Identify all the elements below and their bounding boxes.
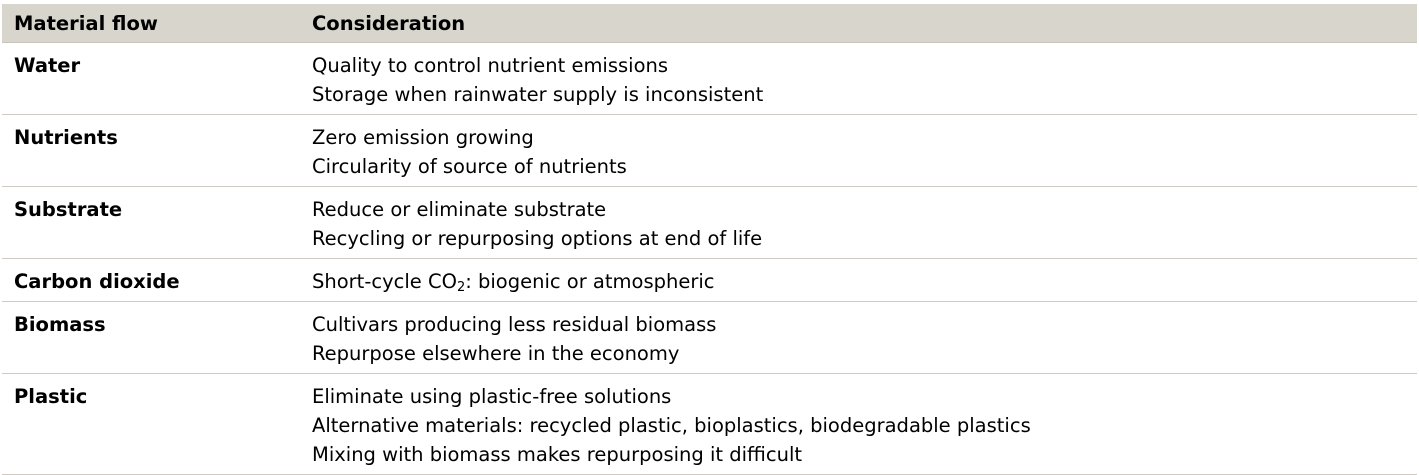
table-row-water: Water Quality to control nutrient emissi… [2, 43, 1417, 115]
consideration-line: Storage when rainwater supply is inconsi… [312, 83, 764, 106]
table-header: Material flow Consideration [2, 4, 1417, 43]
consideration-line: Eliminate using plastic-free solutions [312, 385, 672, 408]
consideration-cell: Zero emission growing Circularity of sou… [312, 123, 1417, 181]
material-flow-table: Material flow Consideration Water Qualit… [2, 4, 1417, 475]
consideration-line: Reduce or eliminate substrate [312, 198, 607, 221]
co2-prefix: Short-cycle CO [312, 270, 457, 293]
table-row-substrate: Substrate Reduce or eliminate substrate … [2, 187, 1417, 259]
header-consideration: Consideration [312, 11, 466, 35]
consideration-line: Alternative materials: recycled plastic,… [312, 414, 1031, 437]
consideration-line: Cultivars producing less residual biomas… [312, 313, 717, 336]
table-row-biomass: Biomass Cultivars producing less residua… [2, 302, 1417, 374]
co2-subscript: 2 [456, 280, 466, 295]
material-cell: Carbon dioxide [14, 270, 180, 293]
consideration-line: Mixing with biomass makes repurposing it… [312, 443, 803, 466]
table-row-carbon-dioxide: Carbon dioxide Short-cycle CO2: biogenic… [2, 259, 1417, 302]
consideration-line: Quality to control nutrient emissions [312, 54, 669, 77]
table-row-nutrients: Nutrients Zero emission growing Circular… [2, 115, 1417, 187]
consideration-cell: Cultivars producing less residual biomas… [312, 310, 1417, 368]
material-cell: Water [14, 54, 81, 77]
material-cell: Biomass [14, 313, 106, 336]
consideration-cell: Reduce or eliminate substrate Recycling … [312, 195, 1417, 253]
material-cell: Substrate [14, 198, 123, 221]
consideration-line: Recycling or repurposing options at end … [312, 227, 763, 250]
table-row-plastic: Plastic Eliminate using plastic-free sol… [2, 374, 1417, 475]
consideration-cell: Quality to control nutrient emissions St… [312, 51, 1417, 109]
consideration-line: Repurpose elsewhere in the economy [312, 342, 680, 365]
consideration-cell: Eliminate using plastic-free solutions A… [312, 382, 1417, 469]
material-cell: Plastic [14, 385, 88, 408]
consideration-line: Short-cycle CO2: biogenic or atmospheric [312, 267, 1417, 296]
consideration-cell: Short-cycle CO2: biogenic or atmospheric [312, 267, 1417, 296]
consideration-line: Circularity of source of nutrients [312, 155, 627, 178]
co2-suffix: : biogenic or atmospheric [465, 270, 715, 293]
material-cell: Nutrients [14, 126, 118, 149]
header-material-flow: Material flow [14, 11, 158, 35]
consideration-line: Zero emission growing [312, 126, 534, 149]
